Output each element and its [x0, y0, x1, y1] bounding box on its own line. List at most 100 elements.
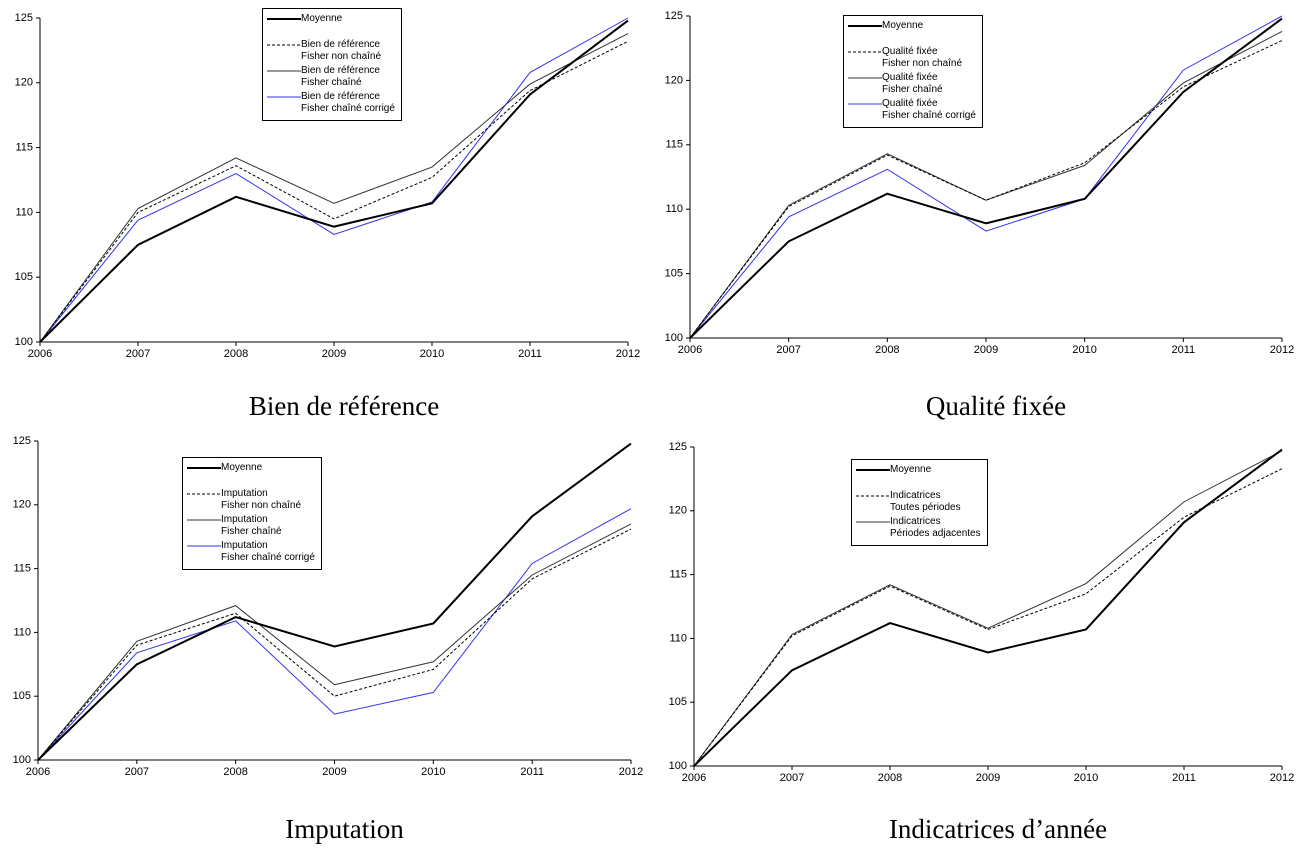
legend-label: Bien de référence Fisher non chaîné: [301, 39, 382, 62]
y-tick-label: 110: [15, 206, 33, 218]
legend-label: Moyenne: [301, 13, 343, 24]
legend-swatch: [187, 467, 221, 469]
legend-entry: Qualité fixée Fisher chaîné corrigé: [848, 98, 976, 122]
legend-swatch: [856, 521, 890, 523]
legend: Moyenne Imputation Fisher non chaîné Imput…: [182, 457, 322, 570]
y-tick-label: 125: [669, 441, 687, 453]
series-line: [693, 450, 1283, 767]
legend: Moyenne Bien de référence Fisher non chaî…: [262, 8, 402, 121]
legend-entry: Indicatrices Toutes périodes: [856, 490, 981, 514]
x-tick-label: 2009: [322, 348, 346, 360]
y-tick-label: 115: [669, 569, 687, 581]
x-tick-label: 2008: [224, 348, 248, 360]
legend-entry: Imputation Fisher chaîné corrigé: [187, 540, 315, 564]
x-tick-label: 2006: [682, 772, 706, 784]
x-tick-label: 2008: [875, 344, 899, 356]
x-tick-label: 2006: [28, 348, 52, 360]
series-line: [689, 15, 1283, 339]
series-line: [693, 448, 1283, 767]
x-tick-label: 2009: [976, 772, 1000, 784]
legend: Moyenne Qualité fixée Fisher non chaîné Qu…: [843, 15, 983, 128]
legend-entry: Moyenne: [187, 462, 315, 474]
legend-label: Indicatrices Toutes périodes: [890, 490, 961, 513]
legend-entry: Qualité fixée Fisher non chaîné: [848, 46, 976, 70]
caption: Imputation: [285, 814, 404, 844]
y-tick-label: 105: [13, 690, 31, 702]
x-tick-label: 2012: [619, 766, 643, 778]
series-line: [39, 19, 629, 343]
legend-swatch: [187, 545, 221, 547]
legend-entry: Imputation Fisher chaîné: [187, 514, 315, 538]
legend-entry: Qualité fixée Fisher chaîné: [848, 72, 976, 96]
series-line: [37, 528, 632, 761]
legend-swatch: [856, 469, 890, 471]
x-tick-label: 2012: [1270, 772, 1294, 784]
y-tick-label: 115: [15, 142, 33, 154]
y-tick-label: 100: [669, 760, 687, 772]
series-line: [39, 33, 629, 343]
x-tick-label: 2011: [518, 348, 542, 360]
y-tick-label: 120: [15, 77, 33, 89]
legend-entry: Bien de référence Fisher non chaîné: [267, 39, 395, 63]
caption: Indicatrices d’année: [889, 814, 1107, 844]
x-tick-label: 2012: [1270, 344, 1294, 356]
legend-label: Qualité fixée Fisher chaîné: [882, 72, 943, 95]
series-line: [37, 442, 632, 761]
legend-entry: Moyenne: [856, 464, 981, 476]
legend-swatch: [267, 70, 301, 72]
series-line: [689, 31, 1283, 339]
caption: Qualité fixée: [926, 391, 1066, 421]
series-line: [37, 523, 632, 761]
legend-label: Moyenne: [890, 464, 932, 475]
legend-label: Indicatrices Périodes adjacentes: [890, 516, 981, 539]
series-line: [689, 17, 1283, 339]
y-tick-label: 125: [665, 10, 683, 22]
series-line: [39, 40, 629, 343]
legend: Moyenne Indicatrices Toutes périodes Indic…: [851, 459, 988, 546]
legend-label: Moyenne: [882, 20, 924, 31]
series-line: [693, 468, 1283, 767]
y-tick-label: 115: [665, 139, 683, 151]
x-tick-label: 2009: [322, 766, 346, 778]
y-tick-label: 125: [15, 12, 33, 24]
y-tick-label: 110: [13, 626, 31, 638]
y-tick-label: 115: [13, 563, 31, 575]
legend-swatch: [267, 44, 301, 46]
legend-entry: Indicatrices Périodes adjacentes: [856, 516, 981, 540]
y-tick-label: 100: [15, 336, 33, 348]
caption: Bien de référence: [249, 391, 439, 421]
legend-label: Imputation Fisher non chaîné: [221, 488, 302, 511]
legend-swatch: [267, 18, 301, 20]
x-tick-label: 2009: [974, 344, 998, 356]
x-tick-label: 2011: [520, 766, 544, 778]
y-tick-label: 100: [665, 332, 683, 344]
y-tick-label: 120: [669, 505, 687, 517]
y-tick-label: 100: [13, 754, 31, 766]
series-line: [39, 17, 629, 343]
x-tick-label: 2007: [126, 348, 150, 360]
x-tick-label: 2007: [780, 772, 804, 784]
y-tick-label: 105: [15, 271, 33, 283]
legend-entry: Bien de référence Fisher chaîné corrigé: [267, 91, 395, 115]
legend-label: Moyenne: [221, 462, 263, 473]
legend-swatch: [187, 493, 221, 495]
y-tick-label: 120: [665, 74, 683, 86]
x-tick-label: 2007: [776, 344, 800, 356]
y-tick-label: 110: [665, 203, 683, 215]
series-line: [37, 508, 632, 761]
legend-entry: Moyenne: [848, 20, 976, 32]
legend-swatch: [848, 51, 882, 53]
legend-swatch: [848, 103, 882, 105]
x-tick-label: 2008: [878, 772, 902, 784]
x-tick-label: 2010: [1074, 772, 1098, 784]
y-tick-label: 105: [665, 268, 683, 280]
legend-swatch: [848, 25, 882, 27]
legend-swatch: [267, 96, 301, 98]
y-tick-label: 120: [13, 499, 31, 511]
legend-swatch: [848, 77, 882, 79]
x-tick-label: 2011: [1172, 772, 1196, 784]
y-tick-label: 110: [669, 632, 687, 644]
legend-swatch: [187, 519, 221, 521]
